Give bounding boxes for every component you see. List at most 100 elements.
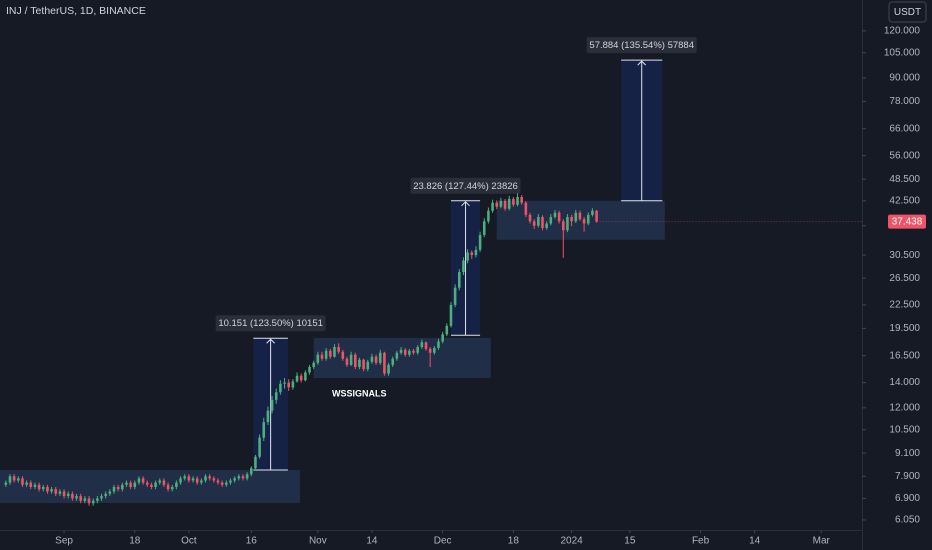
candle-body	[225, 482, 228, 485]
candle-body	[545, 223, 548, 228]
y-tick-label: 78.000	[889, 96, 920, 107]
candle-body	[462, 260, 465, 273]
candle-body	[233, 478, 236, 481]
last-price-tag	[888, 214, 926, 229]
candle-body	[349, 354, 353, 365]
y-tick-label: 7.900	[895, 471, 920, 482]
measure-label: 57.884 (135.54%) 57884	[589, 40, 694, 51]
candle-body	[324, 350, 328, 359]
candle-body	[387, 364, 390, 374]
candle-body	[549, 216, 553, 224]
candle-body	[478, 234, 482, 250]
candle-body	[87, 498, 91, 504]
measure-arrowhead	[266, 338, 275, 344]
candle-body	[262, 422, 266, 438]
candle-body	[283, 382, 286, 384]
candle-body	[537, 216, 540, 226]
annotation: WSSIGNALS	[332, 388, 387, 398]
candle-body	[33, 484, 37, 487]
candle-body	[133, 482, 137, 487]
candle-body	[445, 325, 449, 335]
y-tick-label: 42.500	[889, 195, 920, 206]
chart-title: INJ / TetherUS, 1D, BINANCE	[6, 5, 146, 17]
x-tick-label: Feb	[692, 536, 710, 547]
x-tick-label: Mar	[813, 536, 831, 547]
candle-body	[96, 498, 99, 501]
candle-body	[333, 347, 336, 357]
candle-body	[591, 210, 594, 215]
candle-body	[295, 375, 299, 382]
y-tick-label: 19.500	[889, 323, 920, 334]
candle-body	[395, 352, 399, 359]
candle-body	[408, 350, 411, 355]
measure-arrowhead	[637, 60, 647, 66]
y-tick-label: 6.900	[895, 493, 920, 504]
candle-body	[83, 498, 87, 501]
candle-body	[270, 399, 274, 411]
candle-body	[191, 478, 195, 481]
candle-body	[229, 480, 232, 483]
y-tick-label: 9.100	[895, 448, 920, 459]
x-tick-label: 16	[246, 536, 258, 547]
candle-body	[162, 480, 166, 485]
candle-body	[208, 476, 211, 479]
candle-body	[566, 216, 569, 231]
candle-body	[491, 202, 494, 211]
candle-body	[187, 476, 191, 481]
y-tick-label: 90.000	[889, 73, 920, 84]
candle-body	[457, 272, 461, 288]
measure-label-bg	[586, 37, 697, 54]
measure-label: 23.826 (127.44%) 23826	[413, 181, 518, 192]
candle-body	[553, 212, 557, 217]
candle-body	[503, 200, 507, 209]
candle-body	[141, 478, 145, 483]
candle-body	[299, 375, 303, 381]
y-tick-label: 120.000	[884, 26, 921, 37]
range-box	[313, 337, 491, 378]
candle-body	[204, 476, 207, 481]
candle-body	[316, 354, 320, 363]
currency-label: USDT	[894, 7, 921, 18]
candle-body	[378, 352, 382, 363]
candle-body	[183, 476, 187, 479]
candle-body	[528, 214, 532, 222]
candle-body	[200, 480, 203, 483]
candle-body	[25, 482, 28, 485]
candle-body	[195, 478, 199, 483]
candle-body	[129, 482, 132, 487]
currency-button[interactable]	[888, 1, 927, 23]
candle-body	[249, 468, 253, 475]
candle-body	[91, 500, 95, 504]
y-tick-label: 105.000	[884, 47, 921, 58]
x-tick-label: Nov	[309, 536, 327, 547]
candle-body	[112, 486, 116, 492]
candle-body	[158, 480, 162, 483]
candle-body	[516, 196, 519, 205]
candle-body	[175, 482, 178, 487]
candle-body	[308, 366, 311, 373]
candle-body	[66, 493, 70, 497]
candle-body	[470, 252, 474, 256]
candle-body	[100, 496, 103, 499]
y-tick-label: 6.050	[895, 515, 920, 526]
candle-body	[266, 410, 270, 423]
y-tick-label: 30.500	[889, 250, 920, 261]
measure-label: 10.151 (123.50%) 10151	[218, 318, 323, 329]
candle-body	[46, 486, 49, 492]
candle-body	[562, 221, 565, 231]
candle-body	[329, 350, 332, 357]
candle-body	[220, 482, 224, 485]
y-tick-label: 66.000	[889, 123, 920, 134]
candle-body	[428, 348, 432, 353]
candle-body	[125, 482, 128, 485]
candle-body	[520, 196, 523, 203]
candle-body	[416, 347, 419, 353]
candle-body	[487, 210, 490, 222]
candle-body	[586, 214, 590, 224]
candle-body	[237, 476, 241, 479]
range-box	[0, 469, 300, 504]
candle-body	[374, 356, 378, 363]
candle-body	[399, 349, 403, 353]
